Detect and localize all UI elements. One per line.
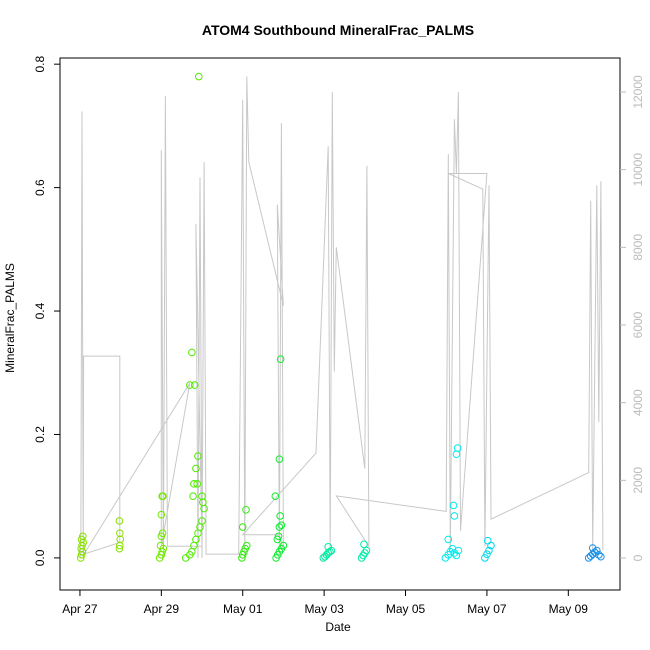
point: [481, 554, 489, 562]
plot-frame: [59, 57, 621, 591]
x-tick-label: May 05: [386, 602, 426, 616]
point: [158, 529, 167, 538]
point: [115, 544, 124, 553]
point: [588, 550, 597, 559]
point: [190, 541, 198, 550]
point: [188, 348, 196, 357]
x-axis-label: Date: [325, 620, 351, 634]
y2-tick-label: 10000: [631, 153, 645, 187]
point: [238, 523, 247, 531]
point: [324, 542, 332, 551]
point: [453, 444, 462, 452]
point: [444, 535, 453, 544]
x-tick-label: Apr 27: [62, 602, 98, 616]
y2-tick-label: 8000: [631, 234, 645, 261]
point: [595, 551, 603, 559]
y-axis-label: MineralFrac_PALMS: [3, 263, 17, 373]
point: [483, 536, 492, 545]
point: [189, 492, 197, 500]
point: [242, 505, 250, 514]
y2-tick-label: 0: [631, 554, 645, 561]
y-tick-label: 0.2: [33, 426, 47, 443]
x-tick-label: May 09: [549, 602, 589, 616]
point: [586, 552, 595, 560]
point: [271, 492, 280, 500]
point: [276, 355, 285, 363]
y-tick-label: 0.8: [33, 56, 47, 73]
point: [275, 455, 284, 463]
point: [156, 541, 165, 550]
x-tick-label: May 07: [467, 602, 507, 616]
point: [485, 546, 493, 555]
point: [452, 450, 461, 459]
point: [454, 546, 463, 555]
point: [190, 480, 198, 488]
point: [450, 512, 459, 520]
point: [277, 521, 286, 529]
point: [593, 546, 601, 555]
altitude-line: [80, 76, 604, 559]
y2-tick-label: 12000: [631, 75, 645, 109]
point: [588, 544, 597, 552]
point: [115, 517, 124, 525]
point: [190, 381, 199, 389]
point: [590, 548, 599, 557]
y2-tick-label: 4000: [631, 389, 645, 416]
point: [584, 554, 593, 562]
x-tick-label: May 01: [223, 602, 263, 616]
point: [452, 551, 461, 560]
point: [78, 532, 87, 541]
point: [326, 547, 334, 556]
y-tick-label: 0.4: [33, 302, 47, 319]
point: [449, 501, 458, 510]
point: [276, 512, 284, 520]
y-tick-label: 0.6: [33, 179, 47, 196]
point: [483, 550, 491, 559]
point: [194, 72, 203, 81]
point: [198, 517, 206, 525]
point: [157, 510, 166, 519]
point: [360, 540, 368, 549]
y2-tick-label: 6000: [631, 311, 645, 338]
y-tick-label: 0.0: [33, 549, 47, 566]
point: [159, 492, 167, 500]
point: [186, 381, 194, 389]
chart-title: ATOM4 Southbound MineralFrac_PALMS: [202, 22, 474, 38]
y2-tick-label: 2000: [631, 467, 645, 494]
x-tick-label: May 03: [304, 602, 344, 616]
point: [597, 552, 605, 561]
point: [275, 523, 284, 531]
point: [450, 549, 459, 557]
point: [199, 498, 207, 507]
point: [192, 464, 200, 473]
point: [116, 529, 124, 538]
point: [279, 541, 288, 550]
x-tick-label: Apr 29: [144, 602, 180, 616]
point: [274, 532, 283, 541]
point: [193, 480, 201, 488]
point: [194, 452, 202, 460]
point: [243, 541, 251, 550]
